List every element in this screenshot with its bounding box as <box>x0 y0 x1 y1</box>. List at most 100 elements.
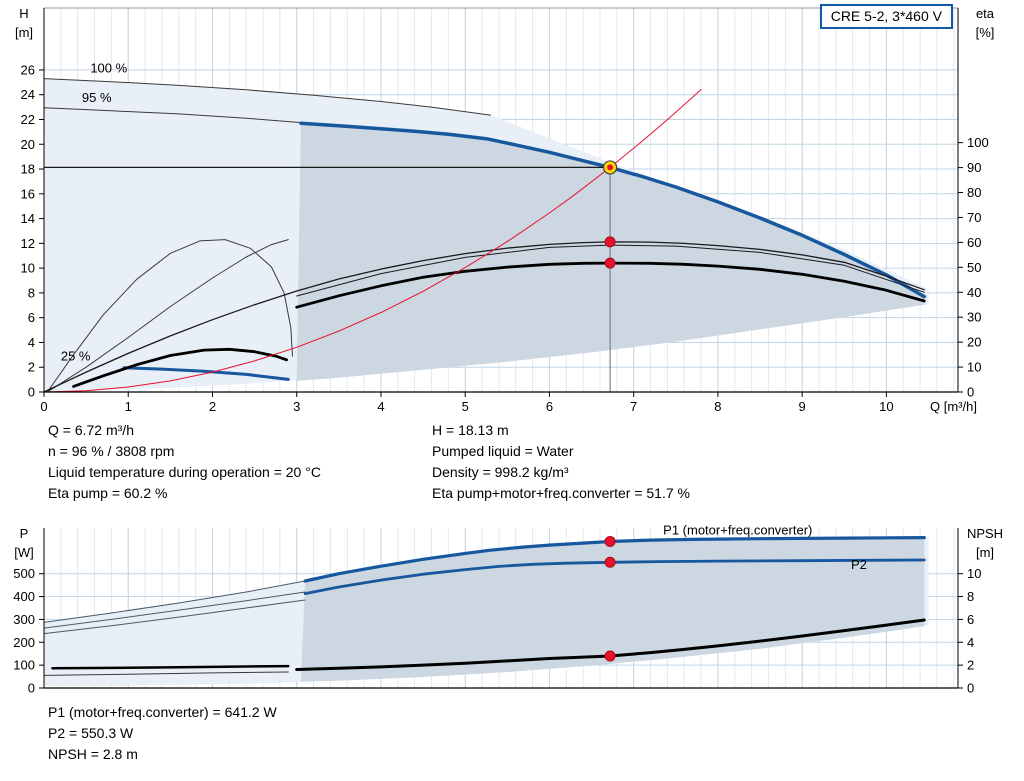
p2-value-text: P2 = 550.3 W <box>48 725 134 741</box>
y-right-tick-label: 10 <box>967 360 981 375</box>
duty-head-text: H = 18.13 m <box>432 422 509 438</box>
y-right-tick-label: 50 <box>967 260 981 275</box>
value-dot-marker <box>604 556 616 568</box>
power-npsh-chart: 0 100 200 300 400 500 0 2 4 6 8 10 P [W] NPSH [m] P1 (mo… <box>13 522 1003 695</box>
p-thin-line-2 <box>43 591 306 629</box>
y-left-axis-title: [m] <box>15 25 33 40</box>
pump-model-label: CRE 5-2, 3*460 V <box>830 8 942 24</box>
x-axis-label: Q [m³/h] <box>930 399 977 414</box>
y-right-tick-label: 20 <box>967 335 981 350</box>
y-left-tick-label: 400 <box>13 589 35 604</box>
npsh-value-text: NPSH = 2.8 m <box>48 746 138 762</box>
y-left-tick-label: 8 <box>28 285 35 300</box>
y-left-tick-label: 100 <box>13 658 35 673</box>
y-right-axis-title: eta <box>976 6 995 21</box>
value-dot-marker <box>604 257 616 269</box>
value-dot-marker <box>604 236 616 248</box>
y-right-tick-label: 40 <box>967 285 981 300</box>
curve-label: 95 % <box>82 90 112 105</box>
x-tick-label: 6 <box>546 399 553 414</box>
y-left-tick-label: 14 <box>21 211 35 226</box>
axes: 0 100 200 300 400 500 0 2 4 6 8 10 P [W] NPSH [m] <box>13 526 1003 696</box>
y-left-tick-label: 200 <box>13 635 35 650</box>
y-left-axis-title: P <box>20 526 29 541</box>
curve-label: P1 (motor+freq.converter) <box>663 522 812 537</box>
y-left-tick-label: 22 <box>21 112 35 127</box>
y-right-tick-label: 80 <box>967 185 981 200</box>
power-info-block: P1 (motor+freq.converter) = 641.2 W P2 =… <box>48 702 277 765</box>
x-tick-label: 10 <box>879 399 893 414</box>
duty-point-center <box>607 164 614 171</box>
y-left-tick-label: 10 <box>21 261 35 276</box>
y-left-tick-label: 16 <box>21 186 35 201</box>
y-left-tick-label: 24 <box>21 87 35 102</box>
p-25pct-thin <box>43 671 289 676</box>
pumped-liquid-text: Pumped liquid = Water <box>432 443 574 459</box>
x-tick-label: 3 <box>293 399 300 414</box>
density-text: Density = 998.2 kg/m³ <box>432 464 569 480</box>
p-thin-line-1 <box>43 580 306 623</box>
x-tick-label: 2 <box>209 399 216 414</box>
curve-label: 100 % <box>90 60 127 75</box>
duty-info-right-column: H = 18.13 m Pumped liquid = Water Densit… <box>432 420 690 504</box>
curve-100pct <box>43 78 491 116</box>
eta-total-text: Eta pump+motor+freq.converter = 51.7 % <box>432 485 690 501</box>
x-tick-label: 7 <box>630 399 637 414</box>
y-right-tick-label: 90 <box>967 160 981 175</box>
y-right-tick-label: 70 <box>967 210 981 225</box>
x-tick-label: 5 <box>462 399 469 414</box>
x-tick-label: 1 <box>125 399 132 414</box>
eta-arc-low-speed-b <box>47 239 289 392</box>
power-duty-range-area <box>300 538 925 682</box>
value-dot-marker <box>604 650 616 662</box>
y-right-tick-label: 2 <box>967 658 974 673</box>
y-right-tick-label: 0 <box>967 681 974 696</box>
p1-value-text: P1 (motor+freq.converter) = 641.2 W <box>48 704 277 720</box>
duty-info-left-column: Q = 6.72 m³/h n = 96 % / 3808 rpm Liquid… <box>48 420 321 504</box>
liquid-temperature-text: Liquid temperature during operation = 20… <box>48 464 321 480</box>
y-left-tick-label: 500 <box>13 566 35 581</box>
x-tick-label: 0 <box>40 399 47 414</box>
y-left-tick-label: 2 <box>28 360 35 375</box>
y-right-tick-label: 10 <box>967 566 981 581</box>
y-right-tick-label: 30 <box>967 310 981 325</box>
hq-chart: 0246810121416182022242601020304050607080… <box>15 6 995 414</box>
x-tick-label: 8 <box>714 399 721 414</box>
duty-speed-text: n = 96 % / 3808 rpm <box>48 443 175 459</box>
y-left-tick-label: 0 <box>28 385 35 400</box>
y-left-tick-label: 12 <box>21 236 35 251</box>
p1-curve <box>303 535 926 583</box>
value-dot-marker <box>604 535 616 547</box>
y-right-tick-label: 60 <box>967 235 981 250</box>
duty-flow-text: Q = 6.72 m³/h <box>48 422 134 438</box>
axes: 0246810121416182022242601020304050607080… <box>15 6 995 414</box>
p-25pct-bold <box>51 664 290 670</box>
y-right-axis-title: NPSH <box>967 526 1003 541</box>
y-right-axis-title: [m] <box>976 545 994 560</box>
y-left-tick-label: 18 <box>21 162 35 177</box>
y-left-tick-label: 20 <box>21 137 35 152</box>
curve-label: 25 % <box>61 348 91 363</box>
y-right-tick-label: 6 <box>967 612 974 627</box>
p2-curve <box>303 558 926 595</box>
eta-pump-curve <box>43 241 925 393</box>
pump-curve-25pct <box>122 366 290 381</box>
y-left-tick-label: 4 <box>28 335 35 350</box>
p-thin-line-3 <box>43 599 306 635</box>
pump-model-box: CRE 5-2, 3*460 V <box>819 4 953 29</box>
y-right-axis-title: [%] <box>976 25 995 40</box>
y-right-tick-label: 100 <box>967 135 989 150</box>
y-left-tick-label: 300 <box>13 612 35 627</box>
eta-total-25pct <box>72 347 289 388</box>
x-tick-label: 9 <box>799 399 806 414</box>
curve-95pct <box>43 107 323 125</box>
eta-pump-text: Eta pump = 60.2 % <box>48 485 168 501</box>
pump-curve-96pct <box>299 121 927 299</box>
eta-arc-low-speed-a <box>47 239 293 392</box>
x-tick-label: 4 <box>377 399 384 414</box>
y-right-tick-label: 8 <box>967 589 974 604</box>
y-right-tick-label: 0 <box>967 385 974 400</box>
curve-label: P2 <box>851 557 867 572</box>
